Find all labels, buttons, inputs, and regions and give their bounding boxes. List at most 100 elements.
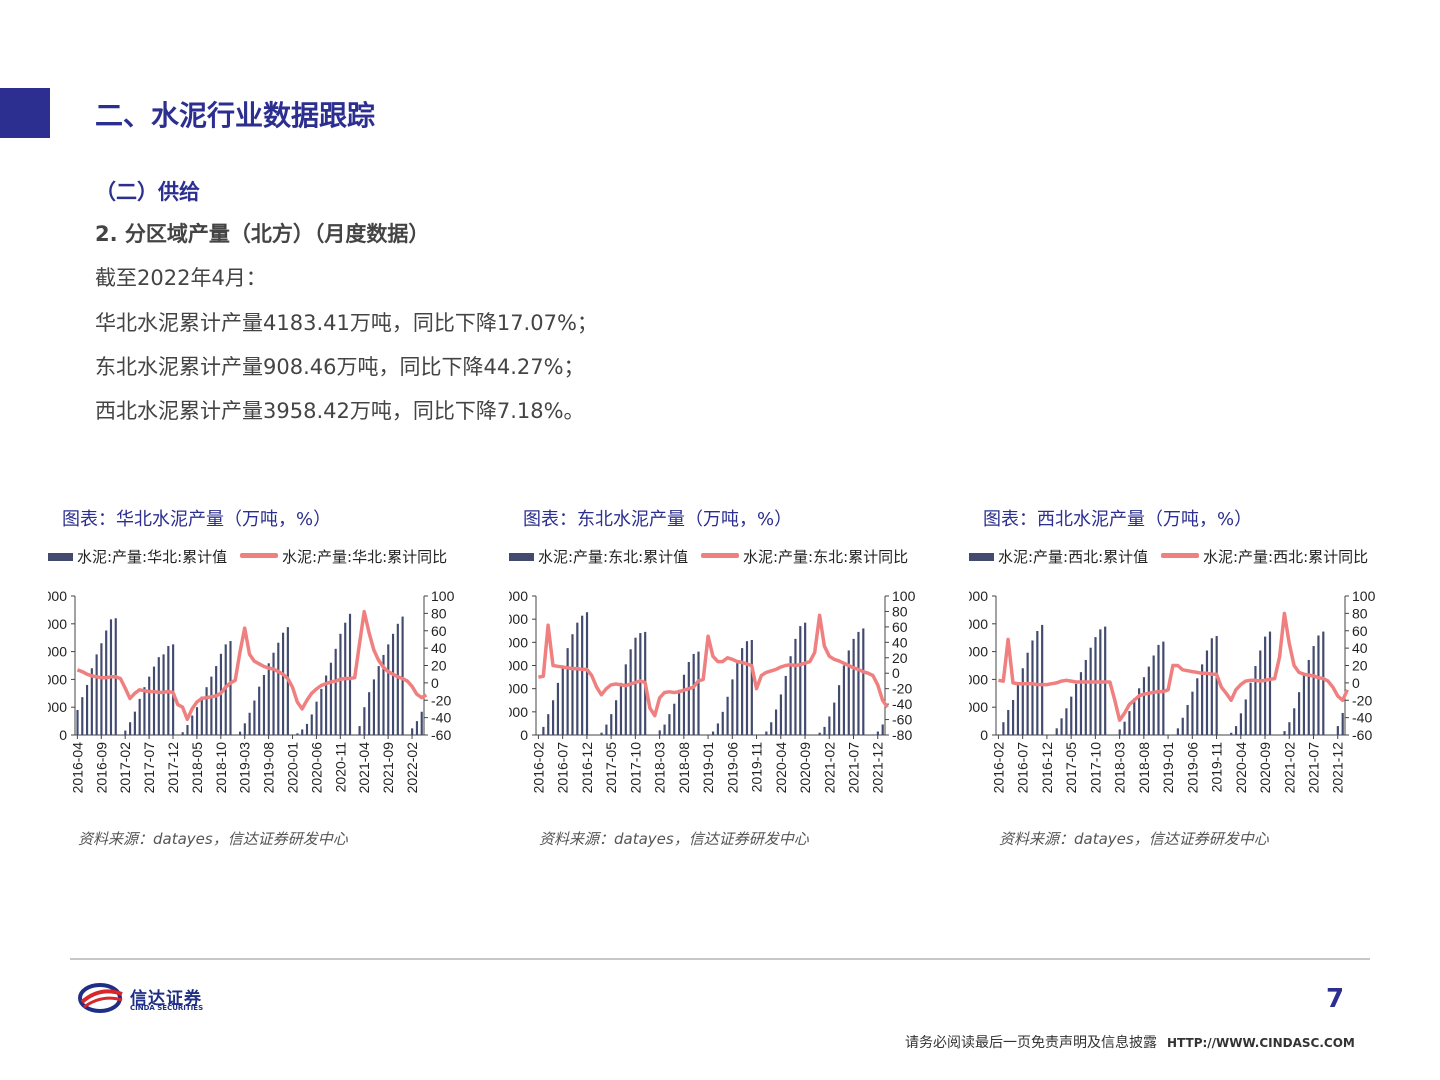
bar: 2020-11: 18200 [339,633,342,735]
cinda-logo: 信达证券 CINDA SECURITIES [78,980,228,1020]
y-left-tick-label: 10,000 [509,611,528,627]
x-tick-label: 2020-01 [285,742,301,794]
bar: 2017-09: 15700 [1089,647,1092,735]
legend-line-swatch [240,553,278,558]
bar: 2021-12: 21300 [401,616,404,735]
bar: 2017-03: 2300 [129,722,132,735]
bar: 2018-02: 500 [181,732,184,735]
bar: 2020-04: 3500 [779,694,782,735]
x-tick-label: 2020-06 [308,742,324,794]
bar: 2018-07: 3900 [678,689,681,735]
y-right-tick-label: 20 [1352,658,1368,674]
bar: 2020-02: 300 [296,733,299,735]
y-left-tick-label: 5,000 [969,699,988,715]
bar: 2021-02: 2300 [1288,722,1291,735]
bar: 2017-10: 17600 [1094,637,1097,735]
bar: 2018-09: 12400 [215,666,218,735]
website-link[interactable]: HTTP://WWW.CINDASC.COM [1167,1036,1355,1050]
bar: 2021-05: 7700 [368,692,371,735]
y-right-tick-label: 40 [431,640,447,656]
bar: 2017-08: 12300 [152,666,156,735]
legend-bar-label: 水泥:产量:西北:累计值 [998,548,1148,566]
bar: 2021-06: 10000 [372,679,375,735]
bar: 2016-08: 14500 [95,654,98,735]
x-tick-label: 2020-11 [332,742,348,793]
bar: 2018-03: 400 [658,730,661,735]
bar: 2021-07: 8300 [852,638,855,735]
bar: 2018-06: 2700 [673,703,676,735]
y-right-tick-label: -20 [1352,692,1372,708]
bar: 2017-07: 10500 [148,676,151,735]
y-right-tick-label: -60 [431,727,451,743]
y-right-tick-label: -80 [892,727,912,743]
footer-disclaimer: 请务必阅读最后一页免责声明及信息披露 HTTP://WWW.CINDASC.COM [905,1032,1355,1052]
bar: 2018-07: 8400 [1138,688,1141,735]
y-right-tick-label: 100 [1352,588,1376,604]
bar: 2018-04: 2400 [1123,721,1126,735]
body-line-dongbei: 东北水泥累计产量908.46万吨，同比下降44.27%； [95,355,585,379]
y-right-tick-label: 0 [431,675,439,691]
x-tick-label: 2019-11 [1209,742,1225,793]
x-tick-label: 2021-12 [870,742,886,794]
bar: 2020-03: 1000 [301,729,304,735]
bar: 2018-06: 6900 [200,696,203,735]
bar: 2018-11: 7200 [697,651,700,735]
body-line-huabei: 华北水泥累计产量4183.41万吨，同比下降17.07%； [95,311,598,335]
bar: 2016-05: 6300 [1011,699,1015,735]
bar: 2017-07: 4500 [619,682,623,735]
y-right-tick-label: -60 [1352,727,1372,743]
bar: 2019-06: 4800 [731,679,734,735]
bar: 2016-09: 17000 [1031,640,1034,735]
bar: 2019-05: 3300 [726,696,729,735]
bar: 2021-03: 1600 [358,726,361,735]
x-tick-label: 2022-02 [404,742,420,794]
bar: 2020-07: 8300 [320,688,323,735]
bar: 2017-04: 4200 [133,711,136,735]
bar: 2020-10: 18600 [1268,631,1272,735]
legend-line-swatch [1161,553,1199,558]
bar: 2020-07: 8300 [794,638,797,735]
bar: 2020-08: 10700 [325,675,328,735]
bar: 2022-01: 3958 [1341,712,1344,735]
bar: 2019-08: 12700 [1201,664,1204,735]
bar: 2021-07: 12400 [377,666,380,735]
bar: 2019-09: 15200 [1205,650,1209,735]
bar: 2016-06: 4500 [556,682,560,735]
bar: 2016-08: 14800 [1026,652,1029,735]
y-right-tick-label: 100 [431,588,455,604]
bar: 2016-05: 6800 [81,697,84,735]
bar: 2016-04: 4500 [1007,709,1010,735]
bar: 2020-12: 200 [818,732,821,735]
bar: 2020-09: 17700 [1264,636,1267,735]
bar: 2019-10: 16600 [277,642,280,735]
bar: 2016-10: 9700 [576,622,579,735]
bar: 2017-06: 3000 [615,700,618,735]
bar: 2016-06: 9000 [85,684,89,735]
y-left-tick-label: 15,000 [969,644,988,660]
bar: 2019-03: 2100 [243,723,246,735]
bar: 2021-01: 700 [1283,731,1286,735]
bar: 2018-08: 10400 [1142,677,1146,735]
bar: 2018-05: 5000 [195,707,199,735]
legend-line-label: 水泥:产量:西北:累计同比 [1203,548,1368,566]
bar: 2021-08: 14400 [382,654,385,735]
y-left-tick-label: 25,000 [48,588,67,604]
bar: 2019-05: 6200 [253,700,256,735]
bar: 2016-04: 4500 [76,709,79,735]
bar: 2017-03: 3000 [1060,718,1063,735]
bar: 2017-08: 6100 [624,664,627,735]
bar: 2020-04: 3900 [1239,713,1242,735]
x-tick-label: 2018-10 [213,742,229,794]
bar: 2020-06: 6000 [315,701,318,735]
bar: 2021-04: 5000 [363,707,366,735]
x-tick-label: 2019-03 [237,742,253,794]
y-right-tick-label: 100 [892,588,916,604]
bar: 2020-08: 9400 [799,626,802,735]
bar: 2016-11: 19800 [1041,624,1044,735]
bar: 2019-07: 10800 [262,674,266,735]
bar: 2020-09: 13000 [329,662,332,735]
bar: 2019-06: 8700 [258,686,261,735]
footer-divider [70,958,1370,960]
y-left-tick-label: 6,000 [509,658,528,674]
x-tick-label: 2017-12 [165,742,181,794]
